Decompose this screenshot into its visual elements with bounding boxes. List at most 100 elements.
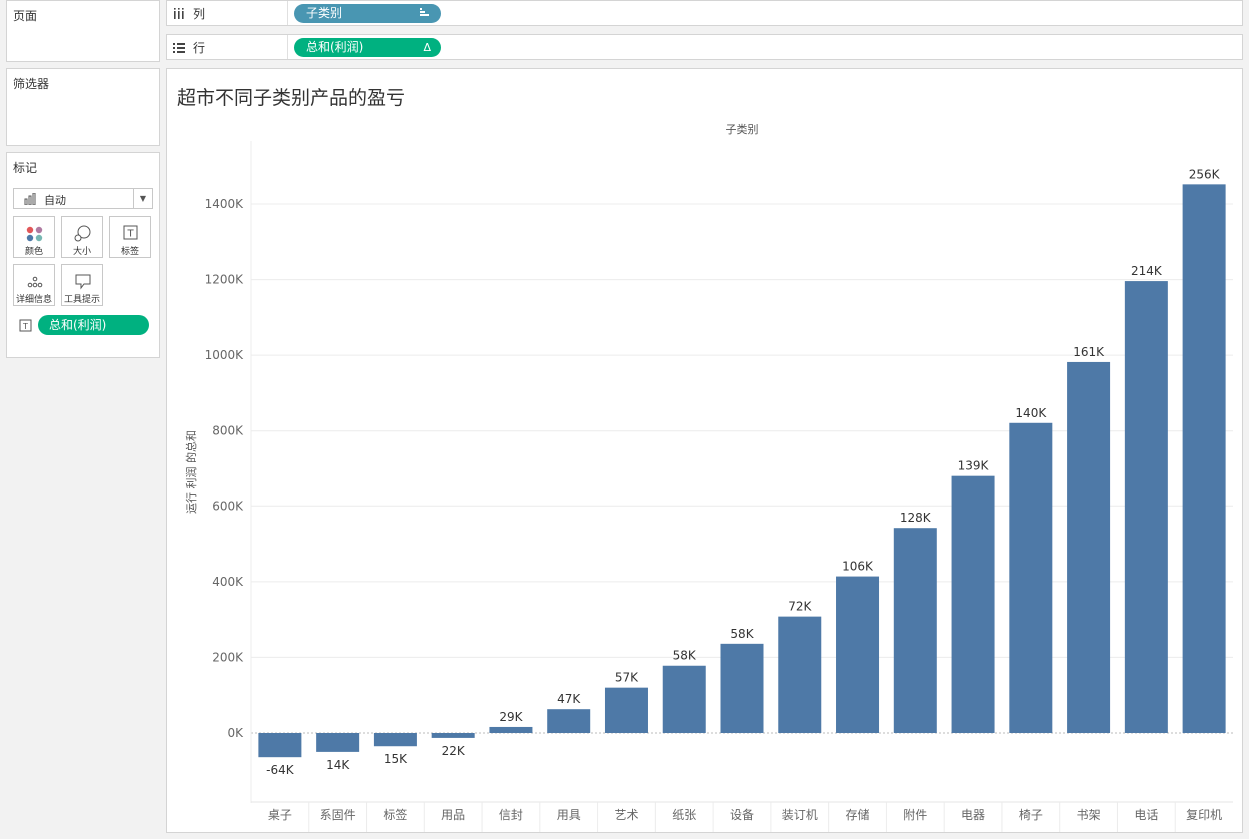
x-tick-label: 纸张 <box>672 808 696 822</box>
bar <box>778 616 822 733</box>
data-label: 72K <box>788 600 812 614</box>
x-tick-label: 设备 <box>730 808 754 822</box>
shelf-divider <box>287 35 288 59</box>
bar <box>951 475 995 733</box>
bar <box>1182 184 1226 733</box>
tooltip-button[interactable]: 工具提示 <box>61 264 103 306</box>
filters-panel[interactable]: 筛选器 <box>6 68 160 146</box>
x-tick-label: 椅子 <box>1019 808 1043 822</box>
y-tick-label: 0K <box>227 726 244 740</box>
marks-title: 标记 <box>13 161 38 175</box>
data-label: 15K <box>384 752 408 766</box>
svg-text:T: T <box>22 322 28 331</box>
bar <box>316 733 360 752</box>
delta-icon: Δ <box>423 41 431 54</box>
x-tick-label: 艺术 <box>614 808 638 822</box>
mark-type-dropdown[interactable]: 自动 ▼ <box>13 188 153 209</box>
data-label: 256K <box>1189 167 1221 181</box>
detail-button[interactable]: 详细信息 <box>13 264 55 306</box>
chart-title: 超市不同子类别产品的盈亏 <box>177 87 406 109</box>
data-label: 58K <box>730 627 754 641</box>
bar <box>373 733 417 747</box>
chevron-down-icon: ▼ <box>133 189 152 208</box>
x-tick-label: 附件 <box>903 808 927 822</box>
data-label: 57K <box>615 671 639 685</box>
marks-panel: 标记 自动 ▼ 颜色 大小 T 标签 <box>6 152 160 358</box>
rows-pill[interactable]: 总和(利润) Δ <box>294 38 441 57</box>
y-tick-label: 400K <box>212 575 244 589</box>
x-tick-label: 书架 <box>1077 808 1101 822</box>
color-button-label: 颜色 <box>24 247 43 257</box>
bar <box>662 665 706 733</box>
y-axis-title: 运行 利润 的总和 <box>184 430 198 514</box>
label-icon: T <box>123 225 138 240</box>
rows-shelf[interactable]: 行 总和(利润) Δ <box>166 34 1243 60</box>
y-tick-label: 600K <box>212 499 244 513</box>
columns-label: 列 <box>193 7 206 21</box>
x-tick-label: 电话 <box>1134 808 1158 822</box>
data-label: 106K <box>842 560 874 574</box>
size-button[interactable]: 大小 <box>61 216 103 258</box>
x-tick-label: 系固件 <box>320 808 356 822</box>
size-button-label: 大小 <box>72 247 91 257</box>
columns-pill[interactable]: 子类别 <box>294 4 441 23</box>
bar <box>1009 422 1053 733</box>
data-label: 128K <box>900 511 932 525</box>
x-tick-label: 存储 <box>846 807 870 822</box>
y-tick-label: 1000K <box>205 348 245 362</box>
y-tick-label: 1400K <box>205 197 245 211</box>
x-tick-label: 用具 <box>557 808 581 822</box>
pages-title: 页面 <box>13 9 38 23</box>
bar <box>547 709 591 733</box>
columns-pill-label: 子类别 <box>306 6 343 20</box>
rows-label: 行 <box>193 41 206 55</box>
columns-icon <box>174 7 184 19</box>
rows-icon <box>173 42 185 53</box>
label-field-icon: T <box>19 319 32 332</box>
data-label: 161K <box>1073 345 1105 359</box>
tooltip-icon <box>75 274 91 290</box>
x-tick-label: 用品 <box>441 808 465 822</box>
shelf-divider <box>287 1 288 25</box>
x-tick-label: 复印机 <box>1186 808 1222 822</box>
tooltip-button-label: 工具提示 <box>63 295 100 305</box>
x-axis-title: 子类别 <box>726 122 759 136</box>
label-button-label: 标签 <box>120 247 139 257</box>
label-field-pill[interactable]: 总和(利润) <box>38 315 149 335</box>
bar <box>1124 281 1168 733</box>
x-tick-label: 电器 <box>961 808 985 822</box>
bar <box>836 576 880 733</box>
data-label: 139K <box>958 459 990 473</box>
bar <box>258 733 302 758</box>
columns-shelf[interactable]: 列 子类别 <box>166 0 1243 26</box>
y-tick-label: 800K <box>212 424 244 438</box>
detail-icon <box>27 276 43 288</box>
bar <box>489 726 533 733</box>
data-label: 47K <box>557 692 581 706</box>
y-tick-label: 1200K <box>205 273 245 287</box>
data-label: 22K <box>442 744 466 758</box>
data-label: 214K <box>1131 264 1163 278</box>
svg-text:T: T <box>126 229 134 240</box>
x-tick-label: 桌子 <box>268 808 292 822</box>
color-button[interactable]: 颜色 <box>13 216 55 258</box>
x-tick-label: 标签 <box>383 807 407 822</box>
y-tick-label: 200K <box>212 650 244 664</box>
x-tick-label: 装订机 <box>782 808 818 822</box>
label-button[interactable]: T 标签 <box>109 216 151 258</box>
bar <box>604 687 648 733</box>
bar-chart-icon <box>24 193 36 205</box>
filters-title: 筛选器 <box>13 77 50 91</box>
bar <box>1067 361 1111 733</box>
detail-button-label: 详细信息 <box>15 295 52 305</box>
x-tick-label: 信封 <box>499 808 523 822</box>
pages-panel[interactable]: 页面 <box>6 0 160 62</box>
chart-panel: 超市不同子类别产品的盈亏 0K 200K 400K 600K 800K 1000K 1200… <box>166 68 1243 833</box>
data-label: 58K <box>673 649 697 663</box>
data-label: 140K <box>1015 406 1047 420</box>
bar <box>893 528 937 733</box>
data-label: -64K <box>266 763 295 777</box>
color-dots-icon <box>26 226 43 242</box>
data-label: 14K <box>326 758 350 772</box>
